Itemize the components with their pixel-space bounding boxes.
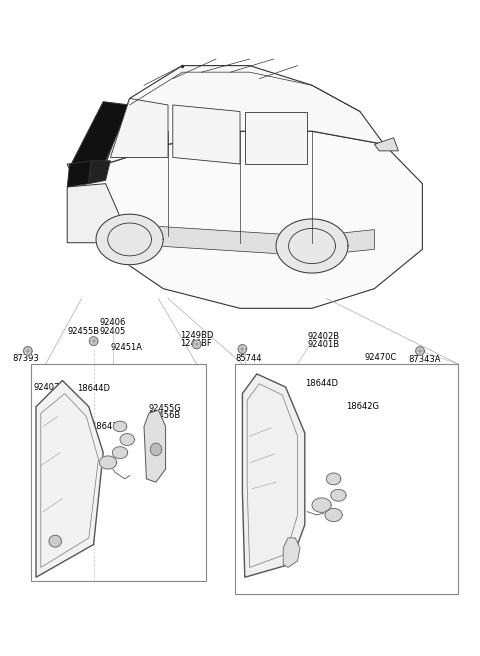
Polygon shape: [312, 498, 331, 512]
Polygon shape: [24, 346, 32, 356]
Polygon shape: [67, 161, 91, 187]
Polygon shape: [238, 344, 247, 354]
Polygon shape: [416, 346, 424, 356]
Text: 92451A: 92451A: [110, 343, 143, 352]
Text: 92455G: 92455G: [149, 403, 181, 413]
Text: 92405: 92405: [100, 327, 126, 336]
Polygon shape: [150, 443, 162, 456]
Text: 92406: 92406: [100, 318, 126, 327]
Polygon shape: [99, 456, 117, 469]
Text: 85744: 85744: [235, 354, 262, 363]
Polygon shape: [110, 98, 168, 157]
Text: 92455B: 92455B: [68, 327, 100, 337]
Text: 92470C: 92470C: [365, 353, 397, 362]
Polygon shape: [325, 508, 342, 522]
Polygon shape: [276, 219, 348, 273]
Polygon shape: [112, 447, 128, 459]
Text: 92407B: 92407B: [34, 382, 66, 392]
Text: 92456B: 92456B: [149, 411, 181, 420]
Bar: [235, 364, 458, 594]
Polygon shape: [326, 473, 341, 485]
Text: 1244BF: 1244BF: [180, 339, 212, 348]
Text: 18642G: 18642G: [346, 402, 379, 411]
Bar: [31, 364, 206, 581]
Polygon shape: [192, 340, 201, 349]
Polygon shape: [96, 215, 163, 264]
Polygon shape: [113, 421, 127, 432]
Polygon shape: [89, 337, 98, 346]
Polygon shape: [331, 489, 346, 501]
Text: 92401B: 92401B: [307, 340, 339, 349]
Text: 18644D: 18644D: [305, 379, 338, 388]
Polygon shape: [70, 102, 130, 167]
Polygon shape: [120, 434, 134, 445]
Polygon shape: [374, 138, 398, 151]
Text: 92402B: 92402B: [307, 332, 339, 341]
Text: 18643P: 18643P: [91, 422, 123, 431]
Text: 87343A: 87343A: [408, 355, 441, 364]
Text: 1249BD: 1249BD: [180, 331, 214, 340]
Polygon shape: [106, 223, 374, 256]
Polygon shape: [106, 66, 384, 164]
Polygon shape: [36, 380, 103, 577]
Polygon shape: [67, 184, 120, 243]
Polygon shape: [242, 374, 305, 577]
Polygon shape: [89, 161, 110, 184]
Polygon shape: [49, 535, 61, 547]
Polygon shape: [283, 538, 300, 567]
Text: 18644D: 18644D: [77, 384, 110, 393]
Polygon shape: [245, 112, 307, 164]
Polygon shape: [67, 131, 422, 308]
Polygon shape: [173, 105, 240, 164]
Polygon shape: [144, 410, 166, 482]
Text: 87393: 87393: [12, 354, 39, 363]
